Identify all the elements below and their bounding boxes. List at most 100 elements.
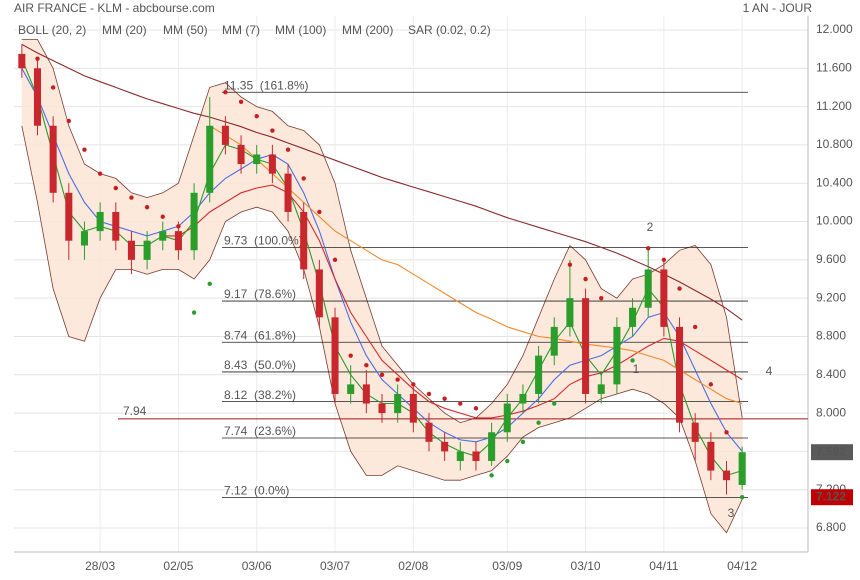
candle-body <box>268 154 276 174</box>
moving-average <box>21 68 743 452</box>
candle-body <box>18 53 26 69</box>
sar-dot <box>238 99 244 105</box>
sar-dot <box>317 209 322 215</box>
annotation: 1 <box>633 362 640 376</box>
candle-body <box>174 231 182 251</box>
candle-body <box>253 154 261 165</box>
candle-body <box>112 211 120 241</box>
sar-dot <box>332 257 338 263</box>
candle-body <box>331 317 339 394</box>
y-tick-label: 11.600 <box>816 60 852 74</box>
candle-body <box>644 269 652 308</box>
candle-body <box>221 125 229 145</box>
value-box <box>811 489 853 506</box>
legend-entry: SAR (0.02, 0.2) <box>408 23 491 37</box>
fibonacci-label: 11.35 (161.8%) <box>224 78 309 92</box>
sar-dot <box>411 382 416 387</box>
sar-dot <box>489 473 494 478</box>
y-tick-label: 11.200 <box>816 99 852 113</box>
candle-body <box>394 393 402 414</box>
fibonacci-label: 9.73 (100.0%) <box>224 234 303 248</box>
sar-dot <box>599 295 604 301</box>
sar-dot <box>270 128 275 133</box>
period-label: 1 AN - JOUR <box>743 1 813 15</box>
legend-entry: MM (50) <box>163 23 208 37</box>
moving-average <box>209 125 743 405</box>
sar-dot <box>426 391 432 397</box>
sar-dot <box>160 214 165 219</box>
y-tick-label: 8.400 <box>816 367 846 381</box>
sar-dot <box>614 372 620 377</box>
chart-title: AIR FRANCE - KLM - abcbourse.com <box>14 1 215 15</box>
sar-dot <box>191 310 197 315</box>
sar-dot <box>144 204 150 210</box>
sar-dot <box>473 406 479 411</box>
annotation: 4 <box>766 364 773 378</box>
sar-dot <box>646 246 651 251</box>
sar-dot <box>97 171 103 176</box>
bollinger-upper <box>21 39 743 424</box>
sar-dot <box>739 495 745 500</box>
sar-dot <box>708 382 714 387</box>
candle-body <box>284 173 292 212</box>
y-tick-label: 6.800 <box>816 520 846 534</box>
fibonacci-label: 7.12 (0.0%) <box>224 484 289 498</box>
sar-dot <box>677 286 682 291</box>
x-tick-label: 02/08 <box>398 559 428 573</box>
fibonacci-label: 8.74 (61.8%) <box>224 328 296 342</box>
candle-body <box>691 422 699 442</box>
moving-average <box>21 43 743 321</box>
candle-body <box>707 441 715 471</box>
candle-body <box>629 307 637 327</box>
candle-body <box>65 192 73 241</box>
candle-body <box>535 355 543 394</box>
sar-dot <box>442 396 447 401</box>
sar-dot <box>82 147 87 152</box>
sar-dot <box>207 281 212 286</box>
candle-body <box>347 384 355 394</box>
candle-body <box>519 393 527 404</box>
annotation: 3 <box>728 506 735 520</box>
x-tick-label: 03/10 <box>571 559 601 573</box>
candle-body <box>676 326 684 423</box>
x-tick-label: 02/05 <box>163 559 193 573</box>
sar-dot <box>223 90 228 95</box>
x-tick-label: 28/03 <box>85 559 115 573</box>
sar-dot <box>724 430 729 435</box>
sar-dot <box>395 377 400 382</box>
legend-entry: BOLL (20, 2) <box>18 23 86 37</box>
y-tick-label: 8.800 <box>816 329 846 343</box>
sar-dot <box>50 85 56 90</box>
x-tick-label: 04/11 <box>649 559 678 573</box>
sar-dot <box>364 363 369 368</box>
value-box-label: 7.122 <box>816 489 846 503</box>
sar-dot <box>35 56 40 61</box>
candle-body <box>80 231 88 246</box>
sar-dot <box>630 358 635 363</box>
candle-body <box>33 68 42 126</box>
candle-body <box>425 422 433 442</box>
y-tick-label: 9.200 <box>816 290 846 304</box>
y-tick-label: 10.800 <box>816 137 853 151</box>
x-tick-label: 03/07 <box>320 559 350 573</box>
moving-average <box>162 184 743 419</box>
sar-dot <box>458 401 463 406</box>
bollinger-lower <box>21 125 743 534</box>
legend-entry: MM (7) <box>222 23 260 37</box>
sar-dot <box>301 176 306 181</box>
x-tick-label: 04/12 <box>727 559 757 573</box>
value-box-label: 7.592 <box>816 444 846 458</box>
candle-body <box>127 240 135 260</box>
candle-body <box>503 403 511 433</box>
sar-dot <box>254 113 259 119</box>
candle-body <box>660 269 668 327</box>
sar-dot <box>348 353 353 358</box>
sar-dot <box>692 324 698 330</box>
candle-body <box>362 384 370 404</box>
sar-dot <box>552 401 557 406</box>
value-box <box>811 444 853 461</box>
candle-body <box>143 240 151 260</box>
y-tick-label: 10.000 <box>816 214 853 228</box>
candle-body <box>566 298 574 327</box>
